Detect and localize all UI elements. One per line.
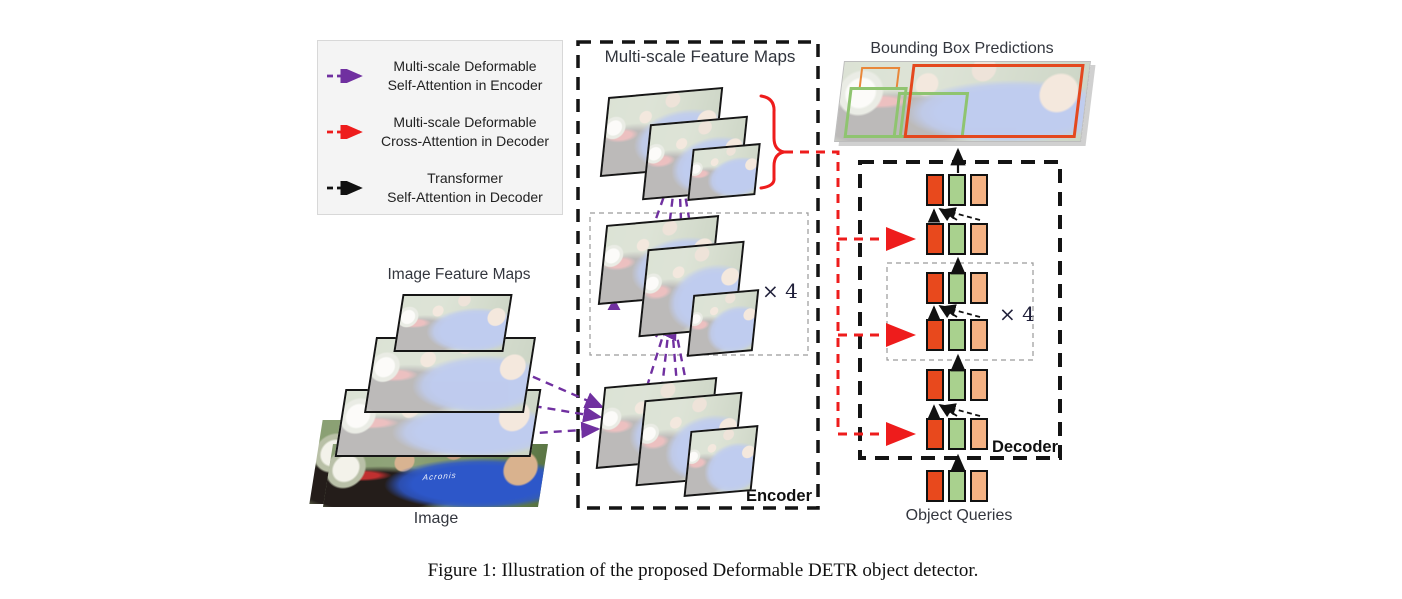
bbox-orange <box>858 67 901 89</box>
decoder-feature-row <box>926 223 988 256</box>
ms-map-mid-front <box>686 289 760 357</box>
ms-map-bottom-front <box>683 425 759 497</box>
red-brace <box>759 94 785 190</box>
legend-item-decoder-self-attention: Transformer Self-Attention in Decoder <box>324 165 558 211</box>
legend-item-decoder-cross-attention: Multi-scale Deformable Cross-Attention in… <box>324 109 558 155</box>
encoder-label: Encoder <box>745 487 812 505</box>
decoder-feature-row <box>926 418 988 451</box>
image-label: Image <box>413 510 459 527</box>
bbox-red <box>903 64 1085 138</box>
bounding-box-predictions-title: Bounding Box Predictions <box>870 40 1054 57</box>
figure-caption: Figure 1: Illustration of the proposed D… <box>427 560 979 581</box>
object-queries-row <box>926 470 988 503</box>
legend: Multi-scale Deformable Self-Attention in … <box>317 40 563 215</box>
decoder-feature-row <box>926 272 988 305</box>
prediction-image <box>834 61 1091 142</box>
red-dashed-arrow-icon <box>327 125 363 139</box>
image-feature-maps-label: Image Feature Maps <box>387 266 531 283</box>
legend-label: Transformer Self-Attention in Decoder <box>387 170 543 205</box>
decoder-repeat-label: × 4 <box>999 302 1035 326</box>
decoder-feature-row <box>926 174 988 207</box>
red-cross-attention-path <box>784 150 916 446</box>
legend-label: Multi-scale Deformable Cross-Attention in… <box>380 114 550 149</box>
object-queries-label: Object Queries <box>905 507 1013 524</box>
decoder-feature-row <box>926 369 988 402</box>
decoder-feature-row <box>926 319 988 352</box>
black-dashed-arrow-icon <box>327 181 363 195</box>
multi-scale-feature-maps-title: Multi-scale Feature Maps <box>604 47 796 66</box>
purple-dashed-arrow-icon <box>327 69 363 83</box>
legend-item-encoder-self-attention: Multi-scale Deformable Self-Attention in … <box>324 53 558 99</box>
ms-map-top-front <box>687 143 761 201</box>
decoder-label: Decoder <box>991 438 1058 456</box>
legend-label: Multi-scale Deformable Self-Attention in … <box>387 58 543 93</box>
image-feature-map-small <box>393 294 513 352</box>
encoder-repeat-label: × 4 <box>762 279 798 303</box>
